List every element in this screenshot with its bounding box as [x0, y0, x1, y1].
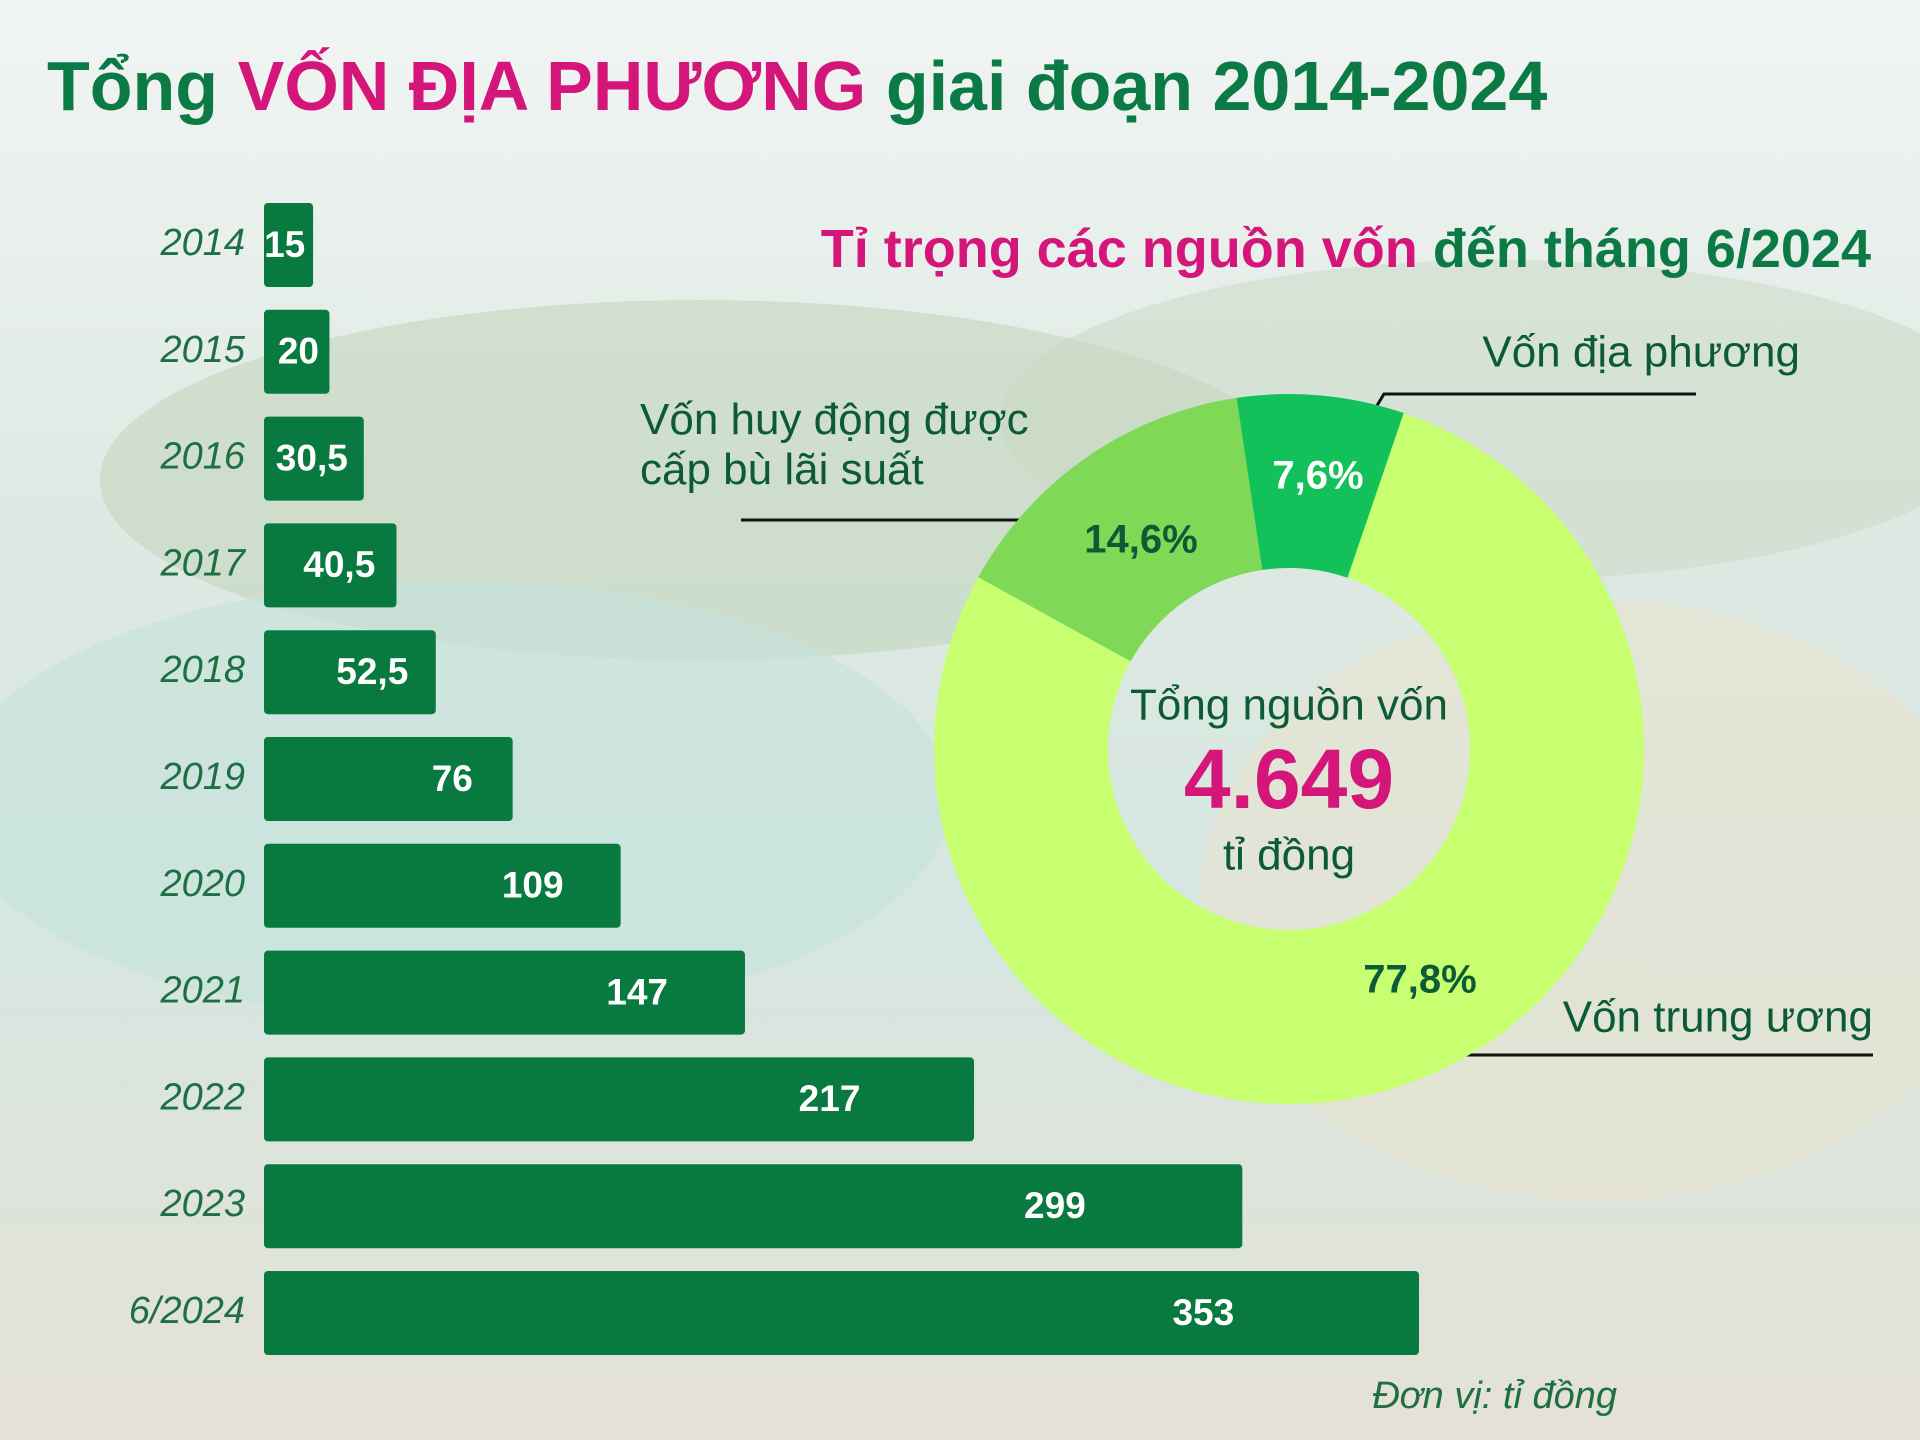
bar — [264, 1057, 975, 1142]
value-label: 7,6% — [1272, 454, 1363, 498]
category-label: 2015 — [159, 329, 245, 371]
title-part: VỐN ĐỊA PHƯƠNG — [238, 46, 867, 125]
value-label: 217 — [799, 1078, 861, 1119]
bar — [264, 309, 330, 394]
category-label: 2014 — [159, 222, 245, 264]
label-box: Vốn huy động được cấp bù lãi suất — [640, 395, 1029, 494]
value-label: 15 — [264, 224, 305, 265]
value-label: 30,5 — [276, 437, 348, 478]
value-label: 14,6% — [1084, 518, 1197, 562]
segment-name: Vốn huy động được cấp bù lãi suất — [640, 395, 1029, 494]
donut-segment — [1236, 394, 1404, 578]
chart-title: Tổng VỐN ĐỊA PHƯƠNG giai đoạn 2014-2024 — [47, 46, 1547, 125]
center-unit: tỉ đồng — [1223, 831, 1355, 880]
title-part: Tỉ trọng các nguồn vốn — [821, 219, 1418, 279]
title-part: đến tháng 6/2024 — [1433, 219, 1871, 279]
unit-note: Đơn vị: tỉ đồng — [1372, 1375, 1617, 1417]
segment-name: Vốn trung ương — [1563, 993, 1873, 1042]
value-label: 109 — [502, 865, 564, 906]
category-label: 2020 — [159, 863, 245, 905]
center-value: 4.649 — [1184, 732, 1394, 826]
title-part: giai đoạn 2014-2024 — [886, 47, 1548, 125]
category-label: 2022 — [159, 1076, 245, 1118]
value-label: 20 — [278, 331, 319, 372]
value-label: 77,8% — [1363, 958, 1476, 1002]
bar — [264, 523, 397, 608]
segment-name: Vốn địa phương — [1482, 328, 1800, 377]
bar — [264, 843, 621, 928]
value-label: 76 — [432, 758, 473, 799]
category-label: 6/2024 — [129, 1290, 245, 1332]
bar — [264, 1271, 1419, 1355]
bar — [264, 950, 745, 1035]
category-label: 2017 — [159, 542, 246, 584]
chart-title: Tỉ trọng các nguồn vốn đến tháng 6/2024 — [821, 219, 1871, 279]
bar — [264, 630, 436, 715]
bar — [264, 416, 364, 501]
value-label: 353 — [1172, 1292, 1234, 1333]
category-label: 2018 — [159, 649, 245, 691]
bar — [264, 737, 513, 821]
title-part: Tổng — [47, 47, 218, 125]
donut-segment — [978, 397, 1263, 662]
category-label: 2019 — [159, 756, 245, 798]
category-label: 2021 — [159, 970, 245, 1012]
bar — [264, 1164, 1243, 1249]
value-label: 52,5 — [336, 651, 408, 692]
category-label: 2016 — [159, 436, 245, 478]
category-label: 2023 — [159, 1183, 245, 1225]
center-title: Tổng nguồn vốn — [1130, 681, 1448, 730]
donut-segment — [934, 413, 1644, 1104]
value-label: 40,5 — [303, 544, 375, 585]
value-label: 299 — [1024, 1185, 1086, 1226]
bar — [264, 203, 314, 287]
value-label: 147 — [606, 971, 668, 1012]
